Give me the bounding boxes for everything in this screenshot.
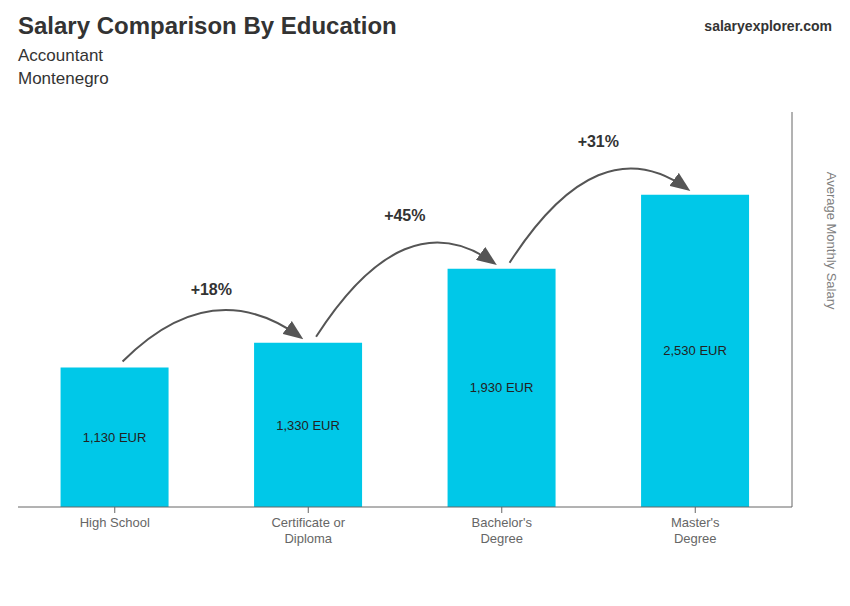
- html-text:Salary Comparison By Education: Salary Comparison By Education: [18, 12, 397, 39]
- svg-text:1,330 EUR: 1,330 EUR: [276, 418, 340, 433]
- svg-text:1,130 EUR: 1,130 EUR: [83, 430, 147, 445]
- svg-text:2,530 EUR: 2,530 EUR: [663, 343, 727, 358]
- svg-text:+31%: +31%: [578, 133, 619, 150]
- svg-text:1,930 EUR: 1,930 EUR: [470, 380, 534, 395]
- html-text:Montenegro: Montenegro: [18, 69, 109, 88]
- svg-text:Certificate orDiploma: Certificate orDiploma: [271, 515, 345, 546]
- svg-text:High School: High School: [80, 515, 150, 530]
- svg-text:+18%: +18%: [191, 281, 232, 298]
- svg-text:+45%: +45%: [384, 207, 425, 224]
- svg-text:Master'sDegree: Master'sDegree: [671, 515, 720, 546]
- html-text:salaryexplorer.com: salaryexplorer.com: [704, 18, 832, 34]
- svg-text:Bachelor'sDegree: Bachelor'sDegree: [472, 515, 533, 546]
- html-text:Accountant: Accountant: [18, 46, 104, 65]
- svg-text:Average Monthly Salary: Average Monthly Salary: [824, 172, 839, 310]
